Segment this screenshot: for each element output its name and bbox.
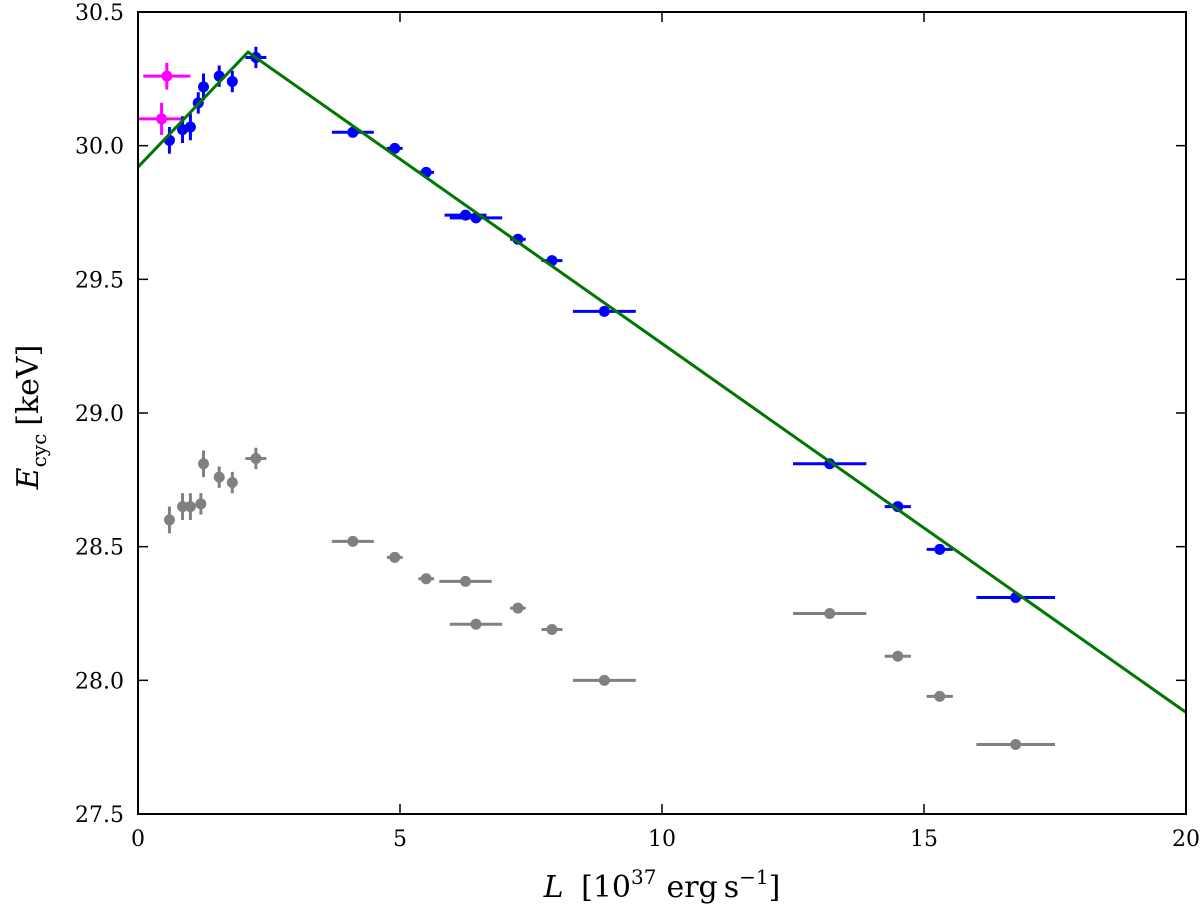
data-point-blue-10 <box>386 142 403 154</box>
x-tick-label: 5 <box>393 827 407 852</box>
plot-frame <box>137 11 1187 815</box>
data-point-gray-10 <box>386 551 403 563</box>
data-point-gray-17 <box>793 608 867 619</box>
point-marker <box>512 233 524 245</box>
data-point-gray-11 <box>418 573 435 585</box>
point-marker <box>934 543 946 555</box>
data-point-gray-19 <box>926 690 953 702</box>
data-point-gray-9 <box>331 535 374 547</box>
data-point-magenta-2 <box>138 102 186 135</box>
point-marker <box>213 471 225 483</box>
data-point-blue-16 <box>572 305 636 317</box>
point-marker <box>198 81 209 93</box>
point-marker <box>347 535 359 547</box>
x-axis-label: L [1037 erg s−1] <box>543 865 781 905</box>
y-axis-label: Ecyc [keV] <box>11 345 51 491</box>
data-point-magenta-1 <box>143 62 191 90</box>
y-label-unit: [keV] <box>11 345 46 426</box>
point-marker <box>512 602 524 614</box>
y-tick-label: 28.5 <box>75 536 124 561</box>
data-point-gray-3 <box>184 493 196 520</box>
data-point-gray-8 <box>245 447 267 470</box>
data-point-gray-12 <box>439 575 492 587</box>
y-label-symbol: E <box>11 467 46 490</box>
point-marker <box>934 690 946 702</box>
y-tick-label: 28.0 <box>75 669 124 694</box>
x-label-close: ] <box>769 870 781 905</box>
point-marker <box>226 76 238 88</box>
data-point-gray-16 <box>572 674 636 686</box>
data-point-blue-7 <box>226 70 238 93</box>
point-marker <box>892 650 904 662</box>
point-marker <box>156 113 168 125</box>
point-marker <box>163 514 175 526</box>
x-label-unit2: s <box>724 870 739 905</box>
point-marker <box>250 452 262 464</box>
point-marker <box>598 305 610 317</box>
data-point-gray-7 <box>226 471 238 494</box>
point-marker <box>161 70 173 82</box>
data-point-gray-4 <box>195 493 207 515</box>
data-point-gray-14 <box>510 602 526 614</box>
data-point-gray-20 <box>976 738 1055 750</box>
data-point-gray-1 <box>163 506 175 534</box>
point-marker <box>226 477 238 489</box>
point-marker <box>389 551 401 563</box>
data-point-gray-6 <box>213 466 225 488</box>
point-marker <box>546 624 558 636</box>
y-tick-label: 30.0 <box>75 135 124 160</box>
data-point-gray-13 <box>449 618 503 630</box>
point-marker <box>420 573 432 585</box>
point-marker <box>389 142 401 154</box>
x-tick-label: 10 <box>648 827 676 852</box>
x-tick-label: 0 <box>131 827 145 852</box>
data-point-gray-18 <box>884 650 911 662</box>
x-label-unit2-exp: −1 <box>739 865 768 889</box>
x-label-symbol: L <box>543 870 564 905</box>
x-label-unit1: erg <box>666 870 717 905</box>
y-tick-label: 29.0 <box>75 402 124 427</box>
point-marker <box>184 501 196 513</box>
point-marker <box>184 121 196 133</box>
data-point-blue-5 <box>198 73 209 101</box>
chart-marks <box>136 46 1187 750</box>
point-marker <box>470 618 482 630</box>
x-label-base: 10 <box>593 870 631 905</box>
point-marker <box>460 575 471 587</box>
x-label-open: [ <box>581 870 593 905</box>
point-marker <box>195 498 207 510</box>
y-label-subscript: cyc <box>27 434 51 468</box>
x-tick-label: 20 <box>1172 827 1200 852</box>
point-marker <box>177 501 189 513</box>
x-label-exp: 37 <box>631 865 656 889</box>
y-tick-label: 27.5 <box>75 803 124 828</box>
point-marker <box>824 608 836 619</box>
point-marker <box>598 674 610 686</box>
data-point-gray-5 <box>198 450 209 478</box>
data-point-blue-19 <box>926 543 953 555</box>
y-tick-label: 29.5 <box>75 268 124 293</box>
fit-line <box>136 50 1187 714</box>
data-point-blue-3 <box>184 113 196 141</box>
point-marker <box>198 458 209 470</box>
y-tick-label: 30.5 <box>75 1 124 26</box>
data-point-gray-2 <box>177 493 189 520</box>
data-point-gray-15 <box>541 624 563 636</box>
point-marker <box>1010 738 1022 750</box>
x-tick-label: 15 <box>910 827 938 852</box>
